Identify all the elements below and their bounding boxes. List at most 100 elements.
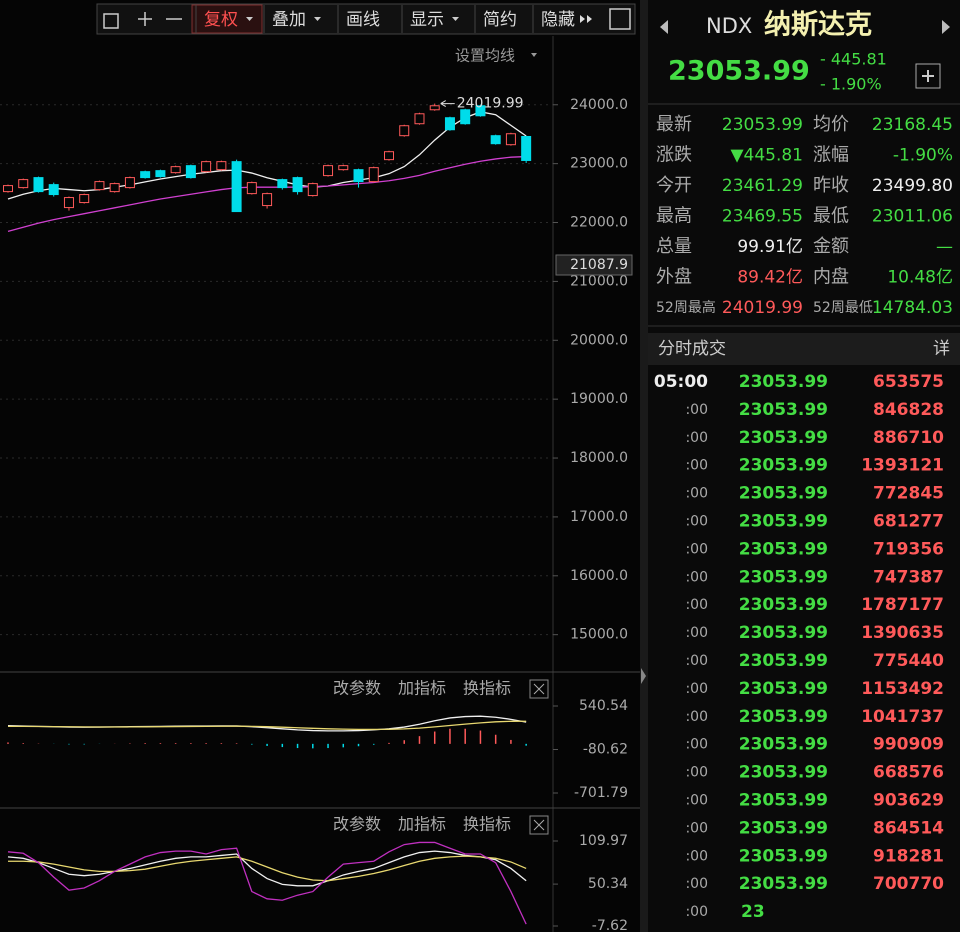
y-tick-label: 16000.0 <box>570 568 628 584</box>
field-label: 涨跌 <box>656 145 692 166</box>
quote-code: NDX <box>706 14 752 38</box>
toolbar-button[interactable]: 画线 <box>346 10 380 30</box>
trade-price: 23053.99 <box>739 651 828 671</box>
toolbar-button[interactable]: 叠加 <box>272 10 306 30</box>
trade-volume: 775440 <box>873 651 944 671</box>
y-tick-label: 20000.0 <box>570 332 628 348</box>
field-label: 今开 <box>656 175 692 196</box>
candle-body <box>384 151 394 161</box>
candle-body <box>63 197 74 209</box>
y-tick-label: 21000.0 <box>570 273 628 289</box>
candle-body <box>277 179 288 189</box>
indicator-button[interactable]: 加指标 <box>398 679 446 698</box>
trade-time: 05:00 <box>654 372 708 392</box>
toolbar-button[interactable]: 隐藏 <box>541 10 575 30</box>
close-button[interactable] <box>529 679 549 699</box>
trade-price: 23053.99 <box>739 874 828 894</box>
close-button[interactable] <box>529 815 549 835</box>
y-tick-label: -7.62 <box>592 918 628 932</box>
field-label: 总量 <box>656 236 692 257</box>
field-label: 最高 <box>656 206 692 227</box>
quote-panel <box>648 0 960 932</box>
trade-time: :00 <box>685 430 708 446</box>
moving-average <box>7 155 527 232</box>
field-label: 内盘 <box>813 267 849 288</box>
quote-name: 纳斯达克 <box>764 9 872 41</box>
trade-price: 23053.99 <box>739 595 828 615</box>
toolbar <box>96 3 636 35</box>
trade-time: :00 <box>685 597 708 613</box>
candle-body <box>185 165 196 179</box>
candle-body <box>216 161 227 171</box>
trade-volume: 1390635 <box>861 623 944 643</box>
trades-title: 分时成交 <box>658 339 726 359</box>
trade-volume: 653575 <box>873 372 944 392</box>
field-value: 10.48亿 <box>887 268 953 288</box>
candle-body <box>444 117 455 131</box>
prev-arrow[interactable] <box>660 20 668 34</box>
field-label: 最低 <box>813 206 849 227</box>
trade-volume: 1787177 <box>861 595 944 615</box>
candle-body <box>94 181 105 191</box>
y-tick-label: 50.34 <box>588 876 628 892</box>
indicator-button[interactable]: 改参数 <box>333 815 381 834</box>
trade-price: 23053.99 <box>739 763 828 783</box>
y-tick-label: 18000.0 <box>570 450 628 466</box>
candle-body <box>475 105 486 117</box>
trade-volume: 864514 <box>873 818 944 838</box>
toolbar-button[interactable]: 简约 <box>483 10 517 30</box>
candle-body <box>79 194 90 204</box>
fullscreen-icon[interactable] <box>609 8 631 30</box>
trade-volume: 903629 <box>873 791 944 811</box>
field-value: 99.91亿 <box>737 237 803 257</box>
trade-volume: 681277 <box>873 512 944 532</box>
trade-volume: 747387 <box>873 567 944 587</box>
y-tick-label: 19000.0 <box>570 391 628 407</box>
ma-settings[interactable]: 设置均线 <box>455 47 515 65</box>
trade-volume: 772845 <box>873 484 944 504</box>
annotation-arrow <box>440 100 455 108</box>
indicator-button[interactable]: 改参数 <box>333 679 381 698</box>
quote-rows: 最新 23053.99 均价 23168.45 涨跌 ▼445.81 涨幅 -1.90% 今开 2… <box>654 114 953 922</box>
cursor-label: 21087.9 <box>570 257 628 273</box>
candle-body <box>155 170 166 178</box>
field-value: 23168.45 <box>872 115 953 135</box>
next-arrow[interactable] <box>942 20 950 34</box>
indicator-line <box>7 850 527 887</box>
field-value: — <box>936 237 953 257</box>
indicator-button[interactable]: 换指标 <box>463 679 511 698</box>
trade-time: :00 <box>685 514 708 530</box>
candle-body <box>48 184 59 196</box>
quote-change: - 445.81 <box>820 50 887 69</box>
trade-price: 23 <box>741 902 765 922</box>
candle-body <box>33 177 44 193</box>
trade-time: :00 <box>685 541 708 557</box>
annotation: 24019.99 <box>457 96 524 112</box>
splitter[interactable] <box>640 0 648 932</box>
indicator-button[interactable]: 换指标 <box>463 815 511 834</box>
candle-body <box>414 113 425 125</box>
trade-price: 23053.99 <box>739 567 828 587</box>
candle-body <box>124 177 135 189</box>
y-tick-label: 23000.0 <box>570 156 628 172</box>
trades-detail[interactable]: 详 <box>933 339 950 359</box>
quote-price: 23053.99 <box>668 56 810 87</box>
toolbar-button[interactable]: 复权 <box>204 10 238 30</box>
candle-body <box>429 105 440 111</box>
lock-icon[interactable] <box>103 13 119 29</box>
trade-volume: 1041737 <box>861 707 944 727</box>
trade-price: 23053.99 <box>739 846 828 866</box>
toolbar-button[interactable]: 显示 <box>410 10 444 30</box>
trade-time: :00 <box>685 709 708 725</box>
indicator-button[interactable]: 加指标 <box>398 815 446 834</box>
add-button[interactable] <box>915 63 941 89</box>
trade-price: 23053.99 <box>739 818 828 838</box>
trade-price: 23053.99 <box>739 456 828 476</box>
candle-body <box>231 161 242 213</box>
close-icon <box>533 819 545 831</box>
field-value: 23461.29 <box>722 176 803 196</box>
trade-price: 23053.99 <box>739 400 828 420</box>
trade-time: :00 <box>685 486 708 502</box>
